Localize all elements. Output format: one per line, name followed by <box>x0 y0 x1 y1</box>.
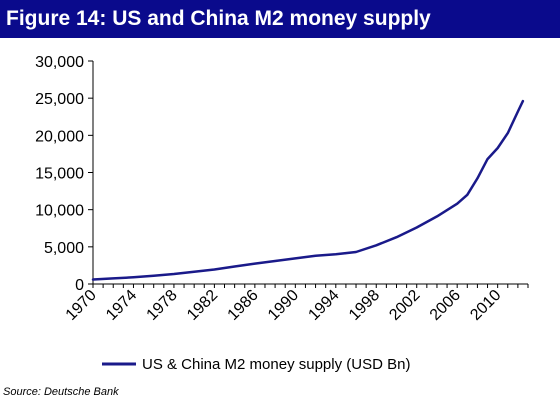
x-tick-labels: 1970 1974 1978 1982 1986 1990 1994 1998 2002 2006… <box>63 287 505 324</box>
y-tick-label: 20,000 <box>35 128 84 145</box>
legend-label: US & China M2 money supply (USD Bn) <box>142 356 410 373</box>
figure-title: Figure 14: US and China M2 money supply <box>0 0 560 38</box>
y-tick-labels: 0 5,000 10,000 15,000 20,000 25,000 30,000 <box>35 54 84 294</box>
legend: US & China M2 money supply (USD Bn) <box>102 356 410 373</box>
x-tick-label: 1978 <box>144 287 181 324</box>
x-tick-label: 1994 <box>305 287 342 324</box>
series-line-us-china-m2 <box>91 99 525 281</box>
y-tick-label: 15,000 <box>35 166 84 183</box>
x-tick-label: 1986 <box>224 287 261 324</box>
y-tick-label: 0 <box>75 277 84 294</box>
axes <box>88 60 529 288</box>
x-tick-label: 2010 <box>467 287 504 324</box>
y-tick-label: 25,000 <box>35 91 84 108</box>
source-note: Source: Deutsche Bank <box>3 386 119 398</box>
y-tick-label: 5,000 <box>44 240 84 257</box>
line-chart: 0 5,000 10,000 15,000 20,000 25,000 30,000 197… <box>35 54 529 373</box>
x-tick-label: 2002 <box>386 287 423 324</box>
x-tick-label: 1974 <box>103 287 140 324</box>
x-tick-label: 1982 <box>184 287 221 324</box>
x-tick-label: 2006 <box>427 287 464 324</box>
x-tick-label: 1998 <box>346 287 383 324</box>
x-tick-label: 1990 <box>265 287 302 324</box>
series-group <box>91 99 525 281</box>
y-tick-label: 30,000 <box>35 54 84 71</box>
x-tick-label: 1970 <box>63 287 100 324</box>
chart-area: 0 5,000 10,000 15,000 20,000 25,000 30,000 197… <box>0 38 560 385</box>
y-tick-label: 10,000 <box>35 203 84 220</box>
